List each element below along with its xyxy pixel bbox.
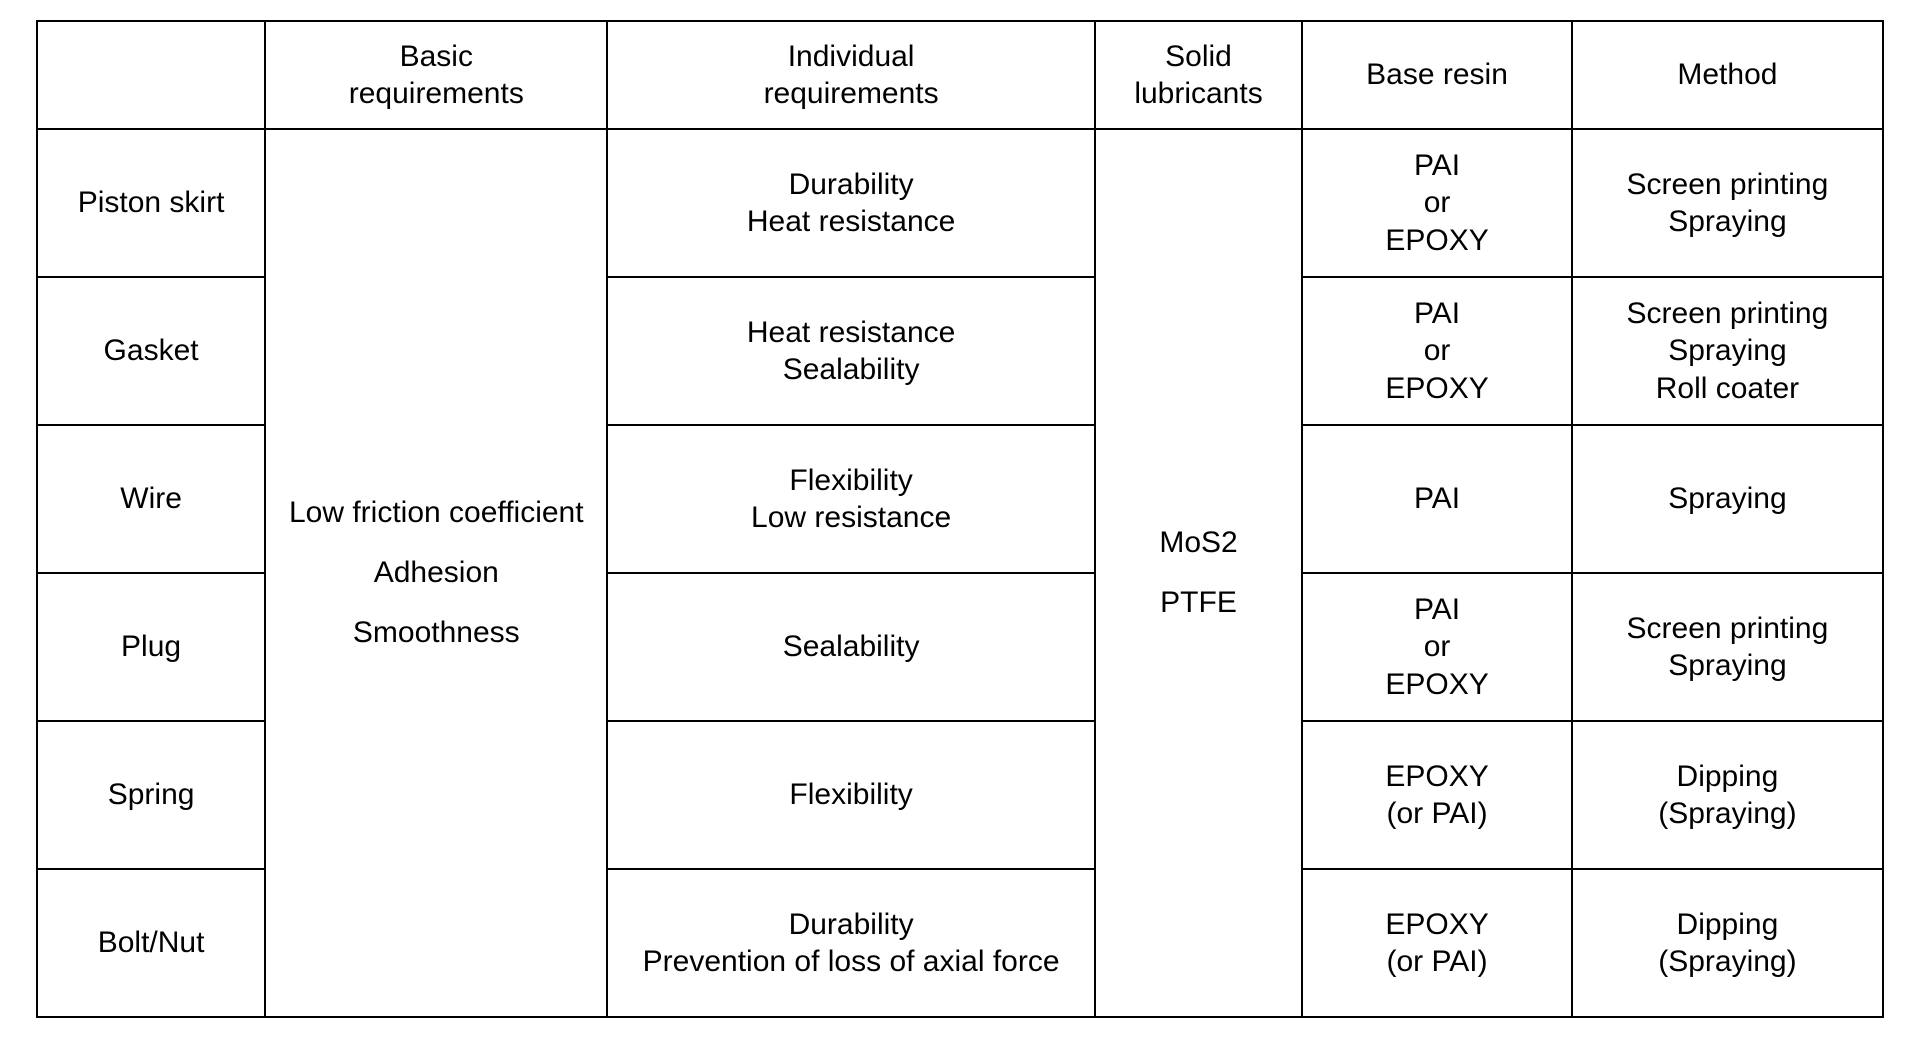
part-name: Piston skirt [37, 129, 265, 277]
individual-req-line: Durability [614, 906, 1087, 944]
individual-req-line: Prevention of loss of axial force [614, 943, 1087, 981]
part-name: Spring [37, 721, 265, 869]
base-resin-line: (or PAI) [1309, 943, 1565, 981]
col-header-method: Method [1572, 21, 1883, 129]
basic-req-line: Adhesion [272, 543, 600, 603]
individual-req-cell: Sealability [607, 573, 1094, 721]
individual-req-line: Durability [614, 166, 1087, 204]
col-header-resin: Base resin [1302, 21, 1572, 129]
base-resin-line: EPOXY [1309, 370, 1565, 408]
method-line: Screen printing [1579, 610, 1876, 648]
solid-lubricants-cell: MoS2 PTFE [1095, 129, 1302, 1017]
table-header-row: Basic requirements Individual requiremen… [37, 21, 1883, 129]
method-line: Spraying [1579, 332, 1876, 370]
table-row: Piston skirt Low friction coefficient Ad… [37, 129, 1883, 277]
base-resin-line: (or PAI) [1309, 795, 1565, 833]
col-header-individual-line1: Individual [614, 38, 1087, 76]
method-line: Spraying [1579, 480, 1876, 518]
individual-req-line: Flexibility [614, 776, 1087, 814]
col-header-basic: Basic requirements [265, 21, 607, 129]
individual-req-cell: Flexibility Low resistance [607, 425, 1094, 573]
individual-req-cell: Durability Heat resistance [607, 129, 1094, 277]
method-line: Screen printing [1579, 166, 1876, 204]
individual-req-cell: Durability Prevention of loss of axial f… [607, 869, 1094, 1017]
base-resin-line: EPOXY [1309, 222, 1565, 260]
col-header-solid-line2: lubricants [1102, 75, 1295, 113]
part-name: Plug [37, 573, 265, 721]
col-header-individual-line2: requirements [614, 75, 1087, 113]
part-name: Bolt/Nut [37, 869, 265, 1017]
method-cell: Screen printing Spraying [1572, 129, 1883, 277]
basic-req-line: Smoothness [272, 603, 600, 663]
base-resin-cell: EPOXY (or PAI) [1302, 869, 1572, 1017]
base-resin-line: or [1309, 332, 1565, 370]
basic-req-line: Low friction coefficient [272, 483, 600, 543]
base-resin-line: PAI [1309, 147, 1565, 185]
solid-lubricant-line: PTFE [1102, 573, 1295, 633]
individual-req-line: Flexibility [614, 462, 1087, 500]
method-cell: Screen printing Spraying Roll coater [1572, 277, 1883, 425]
individual-req-line: Sealability [614, 628, 1087, 666]
base-resin-line: EPOXY [1309, 758, 1565, 796]
method-line: Spraying [1579, 203, 1876, 241]
col-header-solid-line1: Solid [1102, 38, 1295, 76]
base-resin-cell: PAI or EPOXY [1302, 573, 1572, 721]
requirements-table: Basic requirements Individual requiremen… [36, 20, 1884, 1018]
method-line: (Spraying) [1579, 795, 1876, 833]
base-resin-cell: EPOXY (or PAI) [1302, 721, 1572, 869]
col-header-basic-line2: requirements [272, 75, 600, 113]
method-cell: Screen printing Spraying [1572, 573, 1883, 721]
basic-requirements-cell: Low friction coefficient Adhesion Smooth… [265, 129, 607, 1017]
base-resin-line: PAI [1309, 591, 1565, 629]
solid-lubricant-line: MoS2 [1102, 513, 1295, 573]
base-resin-line: PAI [1309, 295, 1565, 333]
base-resin-line: PAI [1309, 480, 1565, 518]
base-resin-line: EPOXY [1309, 906, 1565, 944]
individual-req-cell: Flexibility [607, 721, 1094, 869]
base-resin-line: or [1309, 628, 1565, 666]
table-container: Basic requirements Individual requiremen… [0, 0, 1920, 1038]
col-header-basic-line1: Basic [272, 38, 600, 76]
method-line: Dipping [1579, 758, 1876, 796]
base-resin-cell: PAI or EPOXY [1302, 277, 1572, 425]
base-resin-line: or [1309, 184, 1565, 222]
method-line: Roll coater [1579, 370, 1876, 408]
method-cell: Dipping (Spraying) [1572, 721, 1883, 869]
method-line: (Spraying) [1579, 943, 1876, 981]
method-cell: Spraying [1572, 425, 1883, 573]
individual-req-line: Low resistance [614, 499, 1087, 537]
method-line: Spraying [1579, 647, 1876, 685]
col-header-individual: Individual requirements [607, 21, 1094, 129]
individual-req-line: Heat resistance [614, 203, 1087, 241]
method-line: Dipping [1579, 906, 1876, 944]
col-header-solid: Solid lubricants [1095, 21, 1302, 129]
method-line: Screen printing [1579, 295, 1876, 333]
part-name: Gasket [37, 277, 265, 425]
individual-req-line: Heat resistance [614, 314, 1087, 352]
col-header-part [37, 21, 265, 129]
method-cell: Dipping (Spraying) [1572, 869, 1883, 1017]
base-resin-cell: PAI or EPOXY [1302, 129, 1572, 277]
individual-req-cell: Heat resistance Sealability [607, 277, 1094, 425]
part-name: Wire [37, 425, 265, 573]
individual-req-line: Sealability [614, 351, 1087, 389]
base-resin-line: EPOXY [1309, 666, 1565, 704]
base-resin-cell: PAI [1302, 425, 1572, 573]
